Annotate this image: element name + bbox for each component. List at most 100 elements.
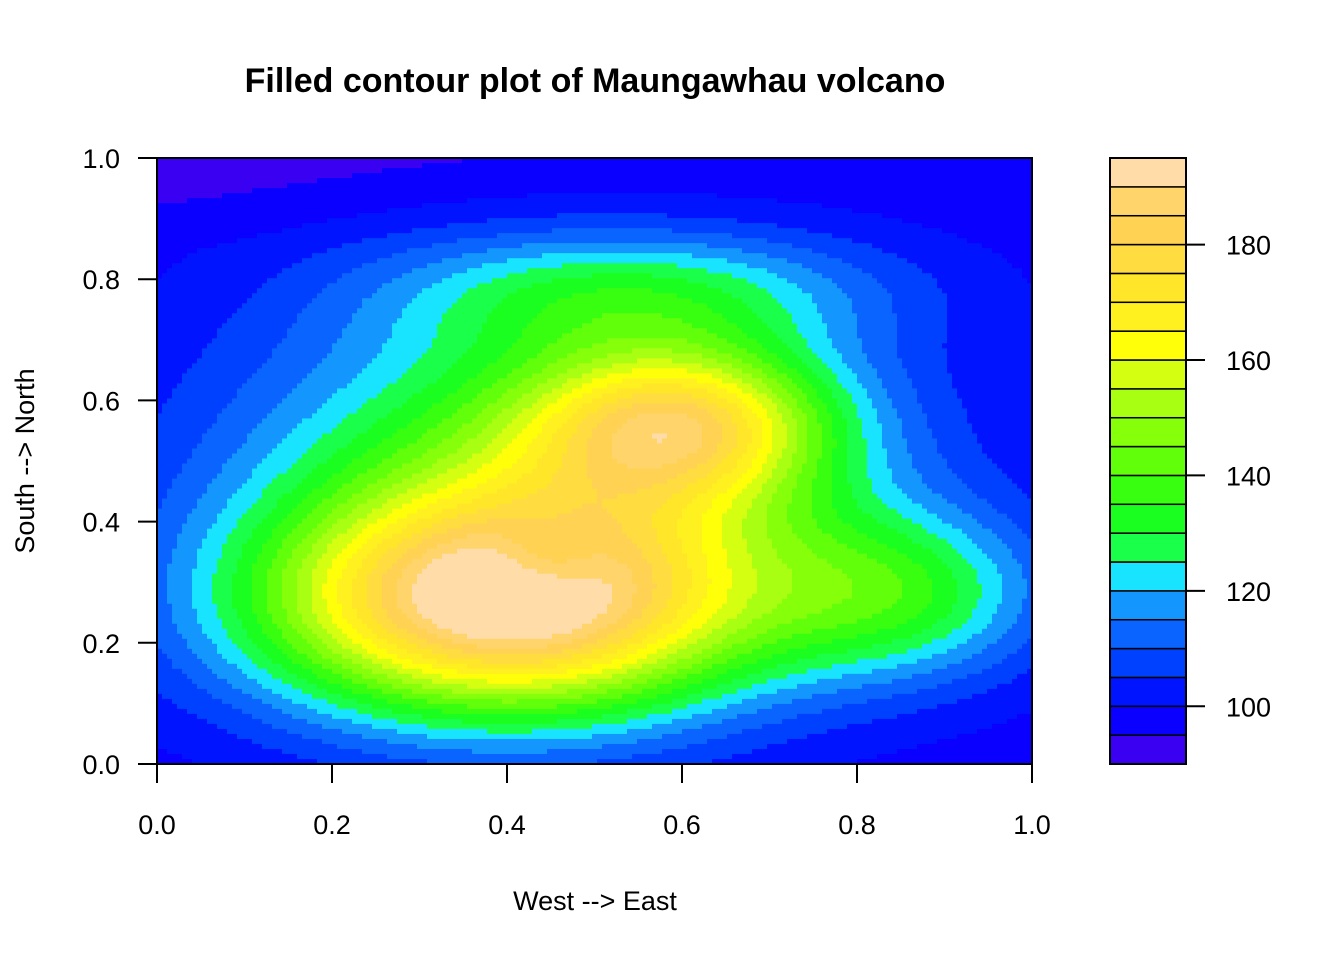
contour-cell [242, 483, 248, 490]
contour-cell [222, 448, 228, 455]
contour-cell [327, 758, 333, 765]
contour-cell [247, 558, 253, 565]
contour-cell [262, 563, 268, 570]
contour-cell [282, 498, 288, 505]
contour-cell [172, 303, 178, 309]
contour-cell [297, 733, 303, 740]
contour-cell [287, 348, 293, 354]
contour-cell [222, 428, 228, 435]
contour-cell [277, 448, 283, 455]
contour-cell [347, 328, 353, 334]
contour-cell [232, 333, 238, 339]
contour-cell [317, 463, 323, 470]
contour-cell [332, 568, 338, 575]
contour-cell [202, 638, 208, 645]
contour-cell [157, 573, 163, 580]
contour-cell [237, 498, 243, 505]
contour-cell [337, 243, 343, 249]
contour-cell [242, 278, 248, 284]
contour-cell [317, 703, 323, 710]
contour-cell [167, 393, 173, 399]
contour-cell [162, 398, 168, 405]
contour-cell [202, 378, 208, 384]
contour-cell [317, 313, 323, 319]
contour-cell [202, 703, 208, 710]
contour-cell [202, 463, 208, 470]
contour-cell [242, 173, 248, 179]
contour-cell [247, 233, 253, 239]
contour-cell [242, 753, 248, 760]
contour-cell [272, 633, 278, 640]
contour-cell [302, 638, 308, 645]
contour-cell [357, 543, 363, 550]
contour-cell [197, 318, 203, 324]
contour-cell [217, 393, 223, 399]
contour-cell [237, 283, 243, 289]
contour-cell [347, 438, 353, 445]
contour-cell [172, 733, 178, 740]
contour-cell [272, 728, 278, 735]
contour-cell [257, 578, 263, 585]
contour-cell [272, 463, 278, 470]
contour-cell [207, 633, 213, 640]
contour-cell [327, 538, 333, 545]
contour-cell [227, 218, 233, 224]
contour-cell [282, 503, 288, 510]
contour-cell [162, 263, 168, 269]
contour-cell [172, 293, 178, 299]
contour-cell [172, 278, 178, 284]
contour-cell [262, 418, 268, 425]
contour-cell [202, 578, 208, 585]
contour-cell [272, 293, 278, 299]
contour-cell [317, 643, 323, 650]
contour-cell [232, 593, 238, 600]
contour-cell [332, 533, 338, 540]
contour-cell [172, 663, 178, 670]
contour-cell [302, 613, 308, 620]
contour-cell [257, 548, 263, 555]
contour-cell [202, 533, 208, 540]
contour-cell [197, 623, 203, 630]
contour-cell [247, 493, 253, 500]
contour-cell [247, 458, 253, 465]
contour-cell [327, 413, 333, 420]
contour-cell [322, 563, 328, 570]
contour-cell [162, 593, 168, 600]
contour-cell [187, 198, 193, 204]
contour-cell [322, 713, 328, 720]
contour-cell [207, 513, 213, 520]
contour-cell [177, 163, 183, 169]
contour-cell [292, 378, 298, 384]
contour-cell [302, 623, 308, 630]
contour-cell [307, 313, 313, 319]
contour-cell [362, 168, 368, 174]
contour-cell [307, 203, 313, 209]
contour-cell [322, 298, 328, 304]
contour-cell [257, 428, 263, 435]
contour-cell [187, 718, 193, 725]
contour-cell [277, 618, 283, 625]
contour-cell [172, 163, 178, 169]
contour-cell [252, 323, 258, 329]
contour-cell [322, 473, 328, 480]
contour-cell [222, 493, 228, 500]
contour-cell [172, 158, 178, 164]
contour-cell [337, 568, 343, 575]
contour-cell [207, 183, 213, 189]
contour-cell [202, 733, 208, 740]
contour-cell [177, 228, 183, 234]
contour-cell [332, 233, 338, 239]
contour-cell [347, 518, 353, 525]
contour-cell [357, 358, 363, 364]
contour-cell [307, 718, 313, 725]
contour-cell [302, 533, 308, 540]
contour-cell [312, 683, 318, 690]
contour-cell [347, 578, 353, 585]
contour-cell [207, 433, 213, 440]
contour-cell [262, 533, 268, 540]
contour-cell [277, 658, 283, 665]
contour-cell [312, 353, 318, 359]
contour-cell [232, 673, 238, 680]
contour-cell [207, 308, 213, 314]
contour-cell [277, 543, 283, 550]
